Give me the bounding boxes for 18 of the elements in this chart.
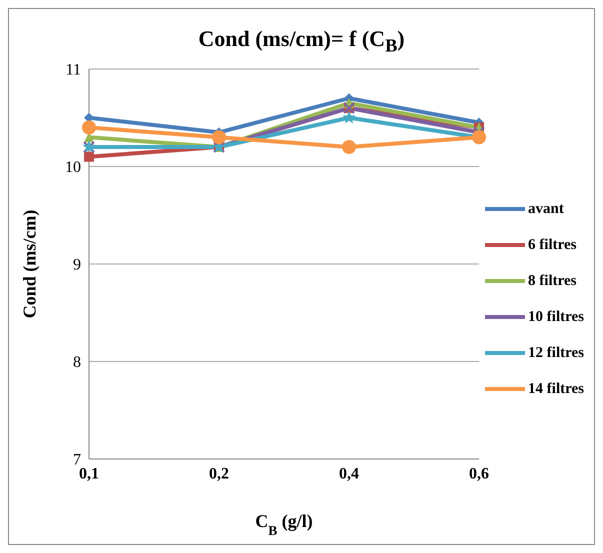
x-axis-title: C$_{B}$ (g/l) [255, 511, 313, 538]
legend-label: 14 filtres [528, 380, 584, 398]
x-tick-label: 0,1 [79, 465, 99, 482]
chart-title: Cond (ms/cm)= f (C$_{B}$) [197, 25, 406, 58]
legend-label: avant [528, 200, 564, 218]
legend-label: 6 filtres [528, 236, 576, 254]
y-tick-label: 7 [73, 452, 81, 469]
y-tick-label: 11 [66, 62, 81, 79]
y-tick-label: 8 [73, 354, 81, 372]
y-tick-label: 9 [73, 256, 81, 274]
y-tick-label: 10 [65, 159, 81, 176]
x-tick-label: 0,4 [339, 465, 360, 482]
legend-label: 8 filtres [528, 272, 576, 290]
y-axis-title: Cond (ms/cm) [19, 210, 40, 318]
x-tick-label: 0,2 [209, 465, 230, 482]
x-tick-label: 0,6 [469, 465, 490, 482]
legend-label: 12 filtres [528, 344, 584, 362]
legend-label: 10 filtres [528, 308, 584, 326]
